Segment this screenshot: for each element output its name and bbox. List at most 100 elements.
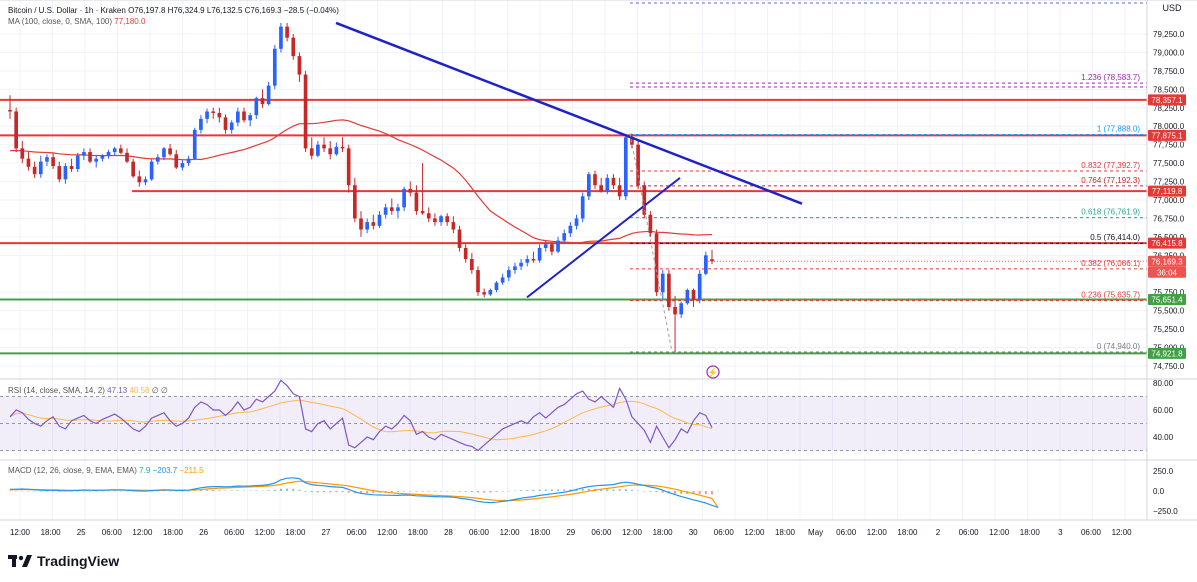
candle-body (112, 148, 117, 153)
macd-histogram-bar (587, 488, 590, 491)
macd-histogram-bar (403, 491, 406, 492)
tradingview-logo[interactable]: TradingView (8, 553, 119, 569)
macd-histogram-bar (156, 490, 159, 492)
candle-body (192, 129, 197, 159)
price-badge-label: 36:04 (1157, 268, 1178, 277)
time-tick-label: 18:00 (897, 528, 918, 537)
macd-histogram-bar (169, 490, 172, 492)
price-badge (1148, 255, 1186, 267)
time-tick-label: 28 (444, 528, 453, 537)
rsi-tick-label: 60.00 (1153, 406, 1174, 415)
time-tick-label: 06:00 (224, 528, 245, 537)
candle-body (660, 273, 665, 293)
candle-body (463, 247, 468, 260)
macd-histogram-bar (446, 491, 449, 492)
candle-body (303, 74, 308, 149)
ohlc-high: H76,324.9 (167, 6, 205, 15)
price-badge (1148, 266, 1186, 278)
ma-value: 77,180.0 (114, 17, 146, 26)
candle-body (168, 148, 172, 155)
candle-body (143, 179, 148, 183)
macd-histogram-bar (655, 491, 658, 493)
candle-body (8, 109, 12, 112)
macd-histogram-bar (323, 491, 326, 493)
macd-hist-value: 7.9 (139, 466, 151, 475)
rsi-value: 47.13 (107, 386, 128, 395)
candle-body (236, 111, 240, 123)
macd-histogram-bar (557, 489, 560, 491)
time-tick-label: 12:00 (132, 528, 153, 537)
candle-body (704, 255, 708, 274)
macd-histogram-bar (126, 491, 128, 492)
macd-histogram-bar (396, 491, 399, 492)
symbol-title: Bitcoin / U.S. Dollar · 1h · Kraken (8, 6, 126, 15)
candle-body (266, 85, 271, 105)
macd-histogram-bar (360, 491, 362, 494)
candle-body (137, 176, 142, 183)
candle-body (402, 188, 406, 208)
macd-histogram-bar (9, 490, 11, 492)
ma-header[interactable]: MA (100, close, 0, SMA, 100) 77,180.0 (8, 17, 145, 26)
rsi-pane (9, 379, 713, 452)
fib-level-label: 0.618 (76,761.9) (1081, 208, 1140, 217)
macd-signal-value: −211.5 (179, 466, 204, 475)
macd-histogram-bar (255, 490, 258, 491)
trend-lines[interactable]: ⚡ (335, 21, 803, 379)
price-badge-label: 74,921.8 (1151, 349, 1183, 358)
macd-histogram-bar (606, 489, 609, 491)
ohlc-open: O76,197.8 (128, 6, 166, 15)
horizontal-levels (0, 98, 1147, 355)
symbol-header[interactable]: Bitcoin / U.S. Dollar · 1h · Kraken O76,… (8, 6, 339, 15)
price-change: −28.5 (−0.04%) (283, 6, 339, 15)
macd-histogram-bar (347, 491, 350, 493)
candle-body (63, 166, 68, 180)
time-tick-label: 06:00 (1081, 528, 1102, 537)
macd-histogram-bar (711, 491, 713, 495)
price-tick-label: 74,750.0 (1153, 362, 1185, 371)
candle-body (451, 222, 456, 230)
time-tick-label: 06:00 (591, 528, 612, 537)
time-tick-label: 2 (936, 528, 941, 537)
fib-level-label: 0.832 (77,392.7) (1081, 161, 1140, 170)
candle-body (654, 233, 659, 293)
fib-level-label: 0.236 (75,635.7) (1081, 291, 1140, 300)
macd-histogram-bar (236, 490, 239, 491)
price-tick-label: 76,750.0 (1153, 214, 1185, 223)
macd-value: −203.7 (152, 466, 178, 475)
candle-body (383, 207, 388, 215)
macd-histogram-bar (243, 490, 245, 492)
macd-header[interactable]: MACD (12, 26, close, 9, EMA, EMA) 7.9 −2… (8, 466, 204, 475)
candle-body (623, 137, 628, 197)
macd-histogram-bar (150, 491, 153, 492)
price-tick-label: 78,500.0 (1153, 85, 1185, 94)
currency-label: USD (1162, 3, 1182, 13)
candle-body (174, 154, 179, 168)
candle-body (186, 158, 191, 164)
candle-body (593, 174, 597, 186)
macd-histogram-bar (119, 490, 122, 492)
macd-histogram-bar (643, 491, 646, 492)
price-badge (1148, 129, 1186, 141)
fib-level-label: 1.236 (78,583.7) (1081, 73, 1140, 82)
macd-histogram-bar (421, 491, 424, 492)
macd-histogram-bar (452, 491, 455, 492)
macd-histogram-bar (366, 491, 369, 494)
time-tick-label: 3 (1058, 528, 1063, 537)
macd-histogram-bar (95, 491, 98, 492)
candle-body (199, 118, 203, 130)
macd-histogram-bar (33, 491, 36, 492)
bearish-trend-line (335, 21, 803, 205)
candle-body (32, 166, 37, 175)
macd-histogram-bar (372, 491, 375, 494)
macd-histogram-bar (329, 491, 332, 493)
candle-body (260, 98, 265, 105)
macd-histogram-bar (630, 489, 633, 491)
candle-body (125, 152, 129, 162)
time-tick-label: 29 (566, 528, 575, 537)
rsi-header[interactable]: RSI (14, close, SMA, 14, 2) 47.13 40.58 … (8, 386, 168, 395)
fib-level-label: 0.382 (76,066.1) (1081, 259, 1140, 268)
price-badge-label: 77,875.1 (1151, 131, 1183, 140)
candle-body (457, 229, 462, 248)
price-badge (1148, 237, 1186, 249)
